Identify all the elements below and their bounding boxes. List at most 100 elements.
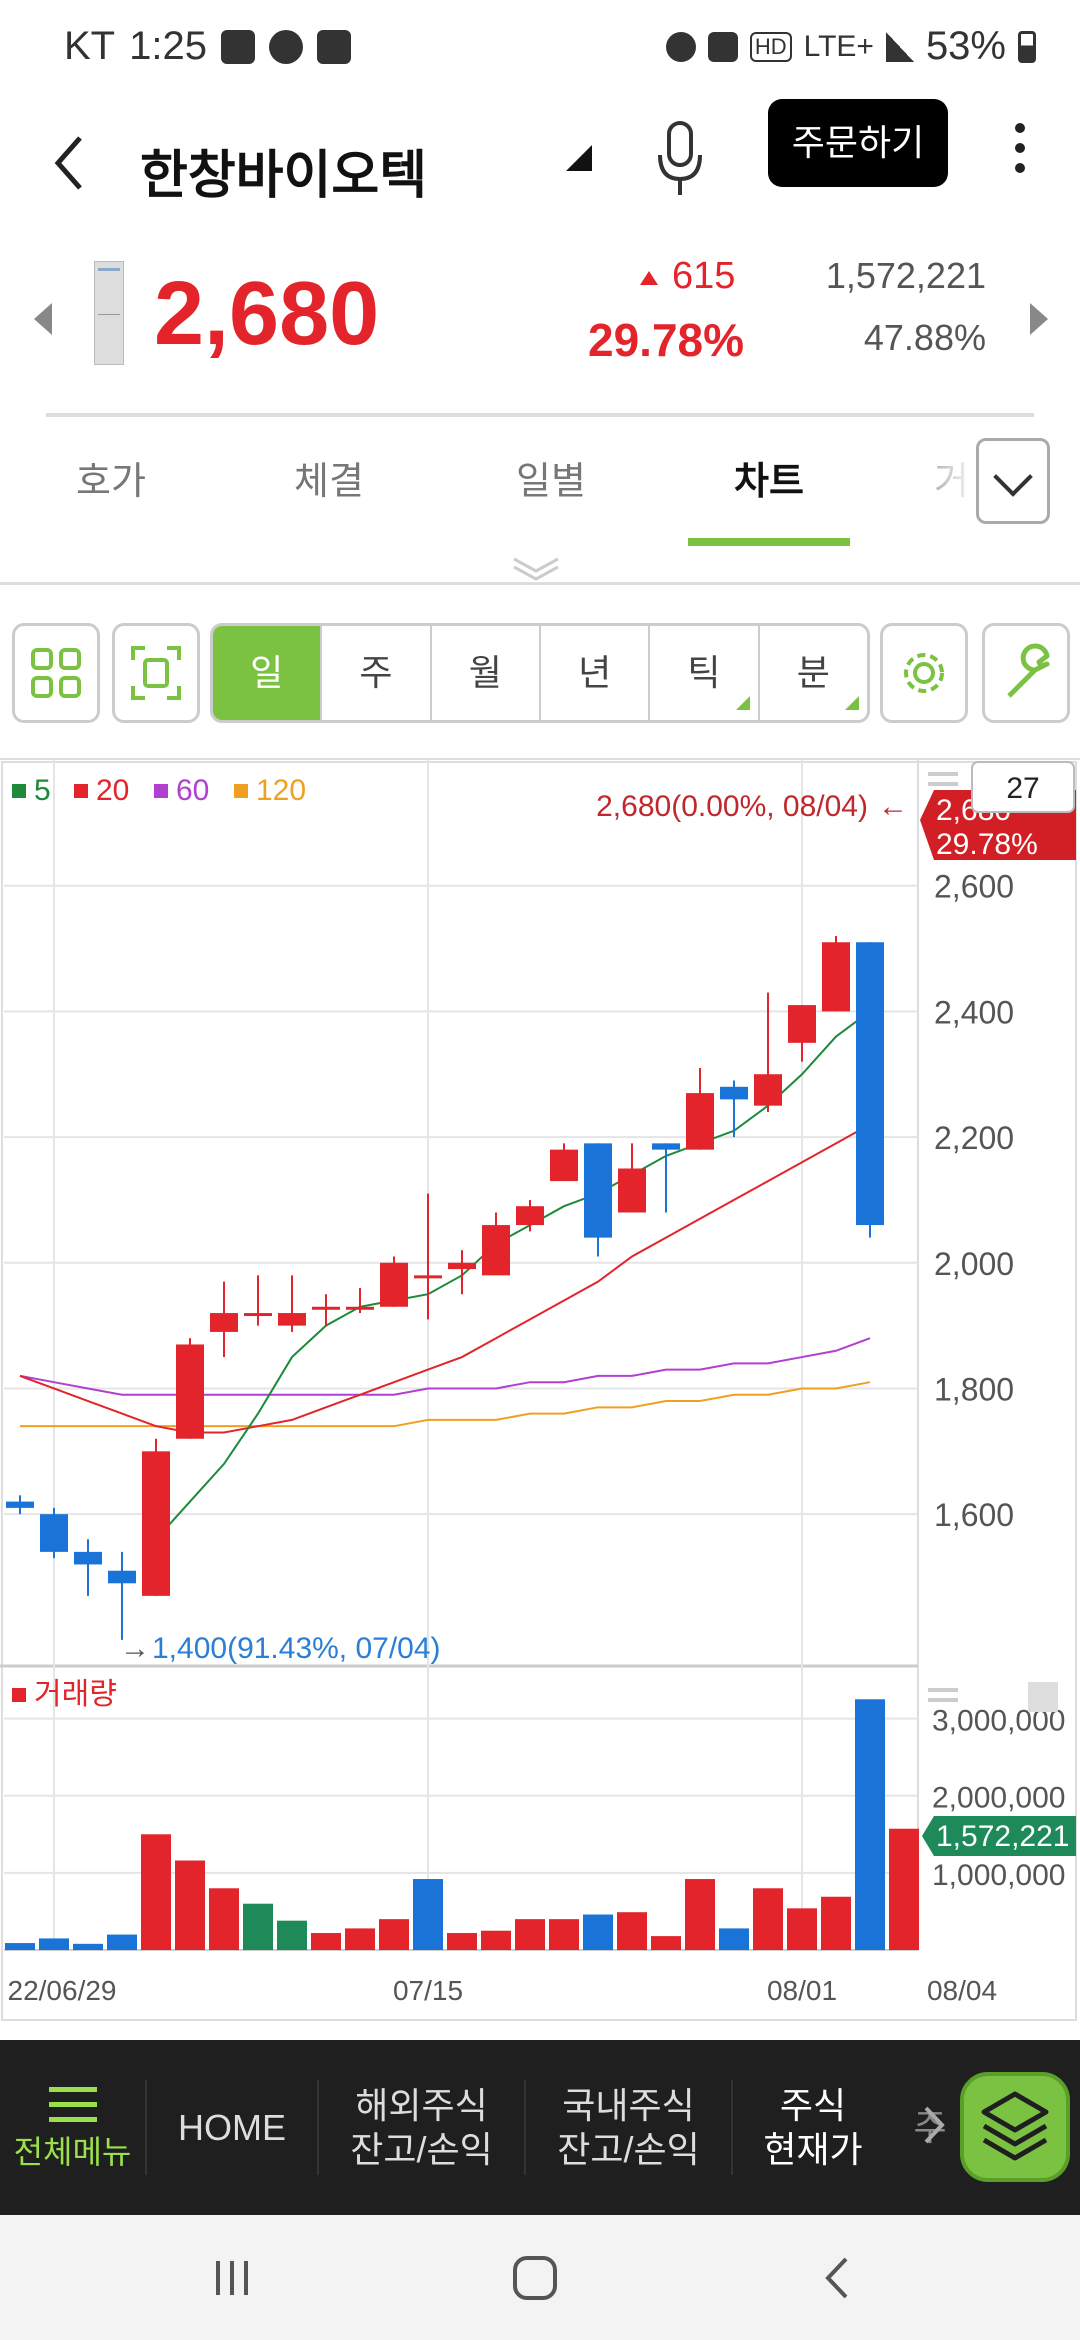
volume-bar: [73, 1943, 103, 1950]
candle-body: [516, 1206, 544, 1226]
volume-bar: [447, 1933, 477, 1950]
quick-menu-button[interactable]: [960, 2072, 1070, 2182]
x-tick-label: 08/04: [927, 1975, 997, 2006]
menu-stock-price[interactable]: 주식 현재가: [733, 2040, 893, 2215]
network-label: LTE+: [803, 29, 874, 63]
last-pct-tag-value: 29.78%: [936, 828, 1038, 861]
volume-bar: [719, 1928, 749, 1950]
candle-body: [686, 1093, 714, 1150]
prev-stock-icon[interactable]: [34, 303, 52, 335]
candle-body: [210, 1313, 238, 1332]
volume-bar: [481, 1930, 511, 1950]
home-icon[interactable]: [510, 2253, 560, 2303]
recent-apps-icon[interactable]: [210, 2255, 256, 2301]
pane-menu-icon: [928, 772, 958, 776]
volume-bar: [583, 1914, 613, 1950]
volume-bar: [413, 1879, 443, 1950]
period-count: 27: [1006, 772, 1039, 805]
period-count-box: [971, 761, 1075, 813]
candle-body: [74, 1551, 102, 1565]
tabs-expand-button[interactable]: [976, 438, 1050, 524]
volume-legend-swatch: [12, 1688, 26, 1702]
volume-bar: [821, 1896, 851, 1950]
volume-bar: [243, 1903, 273, 1950]
stock-name[interactable]: 한창바이오텍: [140, 147, 428, 205]
candle-body: [40, 1514, 68, 1552]
order-button[interactable]: 주문하기: [768, 99, 948, 187]
voice-search-button[interactable]: [650, 115, 710, 205]
menu-label: 잔고/손익: [557, 2128, 700, 2170]
volume-bar: [5, 1943, 35, 1950]
layout-grid-button[interactable]: [12, 623, 100, 723]
candle-body: [822, 942, 850, 1012]
chart-frame: [1, 761, 1077, 2021]
microphone-icon: [658, 121, 702, 195]
tab-trades[interactable]: 체결: [294, 461, 364, 503]
change-percent: 29.78%: [588, 314, 745, 366]
candle-body: [312, 1306, 340, 1310]
volume-bar: [651, 1936, 681, 1950]
divider: [46, 413, 1034, 417]
legend-swatch: [74, 784, 88, 798]
candle-body: [482, 1225, 510, 1276]
chart-settings-button[interactable]: [880, 623, 968, 723]
candle-body: [176, 1344, 204, 1439]
app-header: 한창바이오텍 주문하기: [0, 95, 1080, 245]
chart-toolbar: 일 주 월 년 틱 분: [0, 615, 1080, 730]
period-minute[interactable]: 분: [760, 626, 867, 720]
menu-home-label: HOME: [178, 2106, 286, 2148]
pane-close-icon: [1028, 1682, 1058, 1712]
tab-hoga[interactable]: 호가: [76, 461, 146, 503]
info-tabs: 호가 체결 일별 차트 거: [0, 420, 1080, 550]
price-summary: 2,680 615 29.78% 1,572,221 47.88%: [0, 245, 1080, 417]
period-tick[interactable]: 틱: [650, 626, 760, 720]
volume-bar: [311, 1933, 341, 1950]
menu-domestic-balance[interactable]: 국내주식 잔고/손익: [526, 2040, 731, 2215]
fullscreen-button[interactable]: [112, 623, 200, 723]
more-options-icon[interactable]: [1000, 115, 1040, 195]
menu-scroll-right-icon[interactable]: [918, 2100, 948, 2150]
candle-body: [278, 1313, 306, 1326]
period-year[interactable]: 년: [541, 626, 651, 720]
period-week[interactable]: 주: [322, 626, 432, 720]
back-nav-icon[interactable]: [818, 2253, 858, 2303]
last-volume-tag-value: 1,572,221: [936, 1820, 1069, 1853]
back-button[interactable]: [40, 123, 100, 203]
candle-body: [652, 1143, 680, 1150]
ma60-line: [19, 1337, 871, 1396]
menu-overseas-balance[interactable]: 해외주식 잔고/손익: [319, 2040, 524, 2215]
current-price: 2,680: [154, 264, 380, 364]
period-day[interactable]: 일: [213, 626, 323, 720]
y-tick-label: 2,600: [934, 869, 1014, 905]
legend-label: 60: [176, 774, 209, 807]
arrow-left-icon: ←: [878, 790, 908, 823]
active-tab-indicator: [688, 538, 850, 546]
menu-home[interactable]: HOME: [147, 2040, 317, 2215]
menu-label: 주식: [779, 2085, 847, 2127]
volume-bar: [107, 1934, 137, 1950]
period-month[interactable]: 월: [432, 626, 541, 720]
check-badge-icon: [268, 29, 303, 64]
alarm-icon: [665, 31, 696, 62]
menu-all[interactable]: 전체메뉴: [0, 2040, 145, 2215]
tab-chart[interactable]: 차트: [734, 461, 804, 503]
stock-dropdown-icon[interactable]: [566, 145, 592, 171]
candlestick-chart[interactable]: 2,600 2,400 2,200 2,000 1,800 1,600 22/06/29 07…: [0, 760, 1080, 2022]
volume-tick-label: 2,000,000: [932, 1782, 1065, 1815]
stock-chart[interactable]: 2,600 2,400 2,200 2,000 1,800 1,600 22/06/29 07…: [0, 758, 1080, 2022]
y-tick-label: 2,200: [934, 1120, 1014, 1156]
tab-daily[interactable]: 일별: [516, 461, 586, 503]
hamburger-icon: [48, 2087, 97, 2123]
volume-bar: [209, 1888, 239, 1950]
candle-body: [244, 1313, 272, 1317]
price-change: 615: [640, 255, 735, 298]
y-tick-label: 2,400: [934, 994, 1014, 1030]
tab-fade: [900, 440, 976, 530]
chart-tools-button[interactable]: [982, 623, 1070, 723]
volume-value: 1,572,221: [825, 255, 986, 296]
volume-bar: [345, 1928, 375, 1950]
collapse-chevron-icon[interactable]: [508, 555, 564, 583]
next-stock-icon[interactable]: [1030, 303, 1048, 335]
legend-label: 20: [96, 774, 129, 807]
price-range-gauge: [94, 261, 124, 365]
